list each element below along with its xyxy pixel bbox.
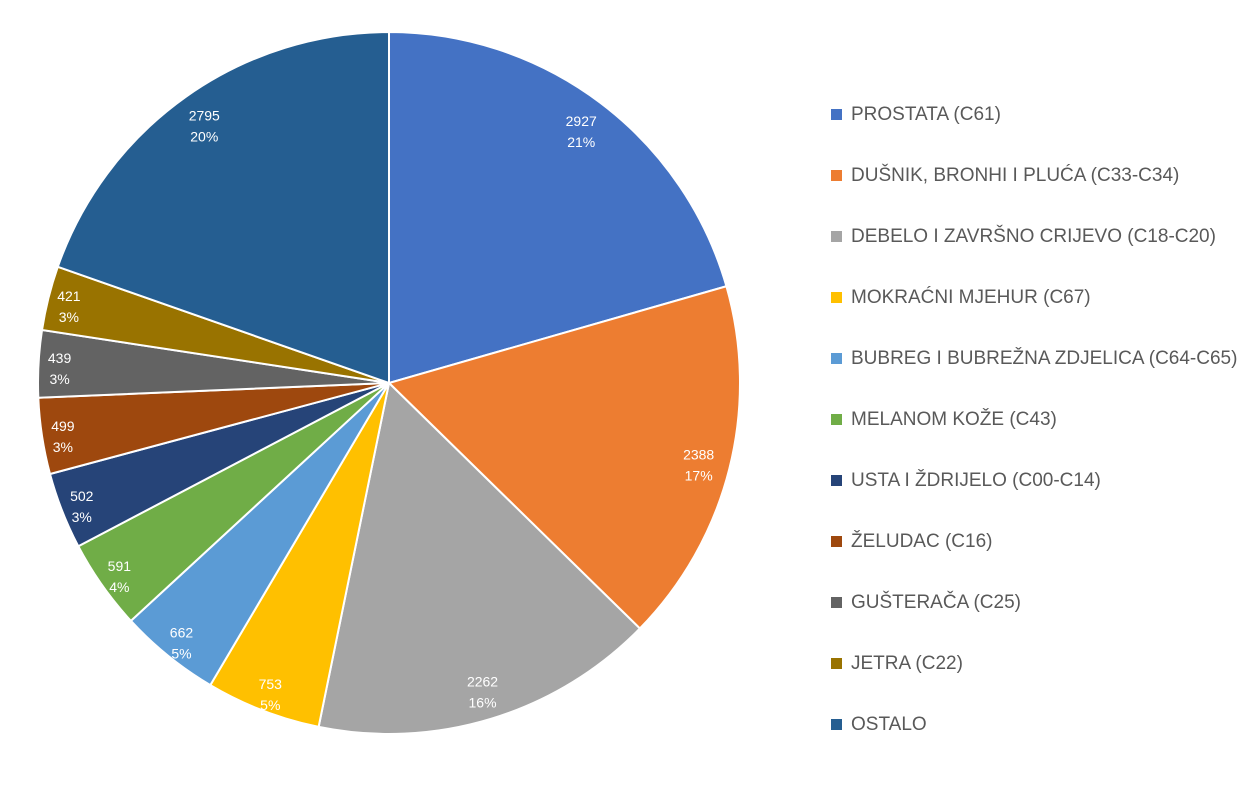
data-label-percent: 17% xyxy=(685,467,713,483)
legend-label: BUBREG I BUBREŽNA ZDJELICA (C64-C65) xyxy=(851,347,1238,369)
legend-swatch xyxy=(831,109,842,120)
data-label-value: 753 xyxy=(259,676,283,692)
data-label-percent: 4% xyxy=(109,579,129,595)
data-label-value: 2388 xyxy=(683,446,714,462)
data-label-value: 2262 xyxy=(467,673,498,689)
data-label-percent: 21% xyxy=(567,134,595,150)
data-label-value: 662 xyxy=(170,625,194,641)
legend-item: USTA I ŽDRIJELO (C00-C14) xyxy=(831,450,1237,511)
legend-item: BUBREG I BUBREŽNA ZDJELICA (C64-C65) xyxy=(831,328,1237,389)
legend-label: USTA I ŽDRIJELO (C00-C14) xyxy=(851,469,1101,491)
legend-swatch xyxy=(831,170,842,181)
legend-swatch xyxy=(831,475,842,486)
pie-slice xyxy=(388,30,728,385)
pie-chart: 2927 21% 2388 17% 2262 16% 753 5% 662 5% 591 4% 502 3… xyxy=(37,30,741,735)
legend-item: ŽELUDAC (C16) xyxy=(831,511,1237,572)
data-label-percent: 3% xyxy=(53,439,73,455)
legend-label: DUŠNIK, BRONHI I PLUĆA (C33-C34) xyxy=(851,164,1180,186)
data-label-percent: 20% xyxy=(190,128,218,144)
legend-label: DEBELO I ZAVRŠNO CRIJEVO (C18-C20) xyxy=(851,225,1216,247)
data-label-percent: 16% xyxy=(469,694,497,710)
data-label-value: 591 xyxy=(108,558,132,574)
legend-item: MELANOM KOŽE (C43) xyxy=(831,389,1237,450)
pie-slice xyxy=(387,285,741,630)
legend-swatch xyxy=(831,292,842,303)
legend-swatch xyxy=(831,414,842,425)
legend-item: MOKRAĆNI MJEHUR (C67) xyxy=(831,267,1237,328)
pie-slice xyxy=(56,30,390,385)
data-label-percent: 3% xyxy=(59,309,79,325)
legend-label: MOKRAĆNI MJEHUR (C67) xyxy=(851,286,1091,308)
legend-item: PROSTATA (C61) xyxy=(831,84,1237,145)
data-label-percent: 3% xyxy=(72,509,92,525)
legend-label: ŽELUDAC (C16) xyxy=(851,530,993,552)
legend-item: OSTALO xyxy=(831,694,1237,755)
data-label-percent: 5% xyxy=(260,697,280,713)
legend-item: DEBELO I ZAVRŠNO CRIJEVO (C18-C20) xyxy=(831,206,1237,267)
legend-label: OSTALO xyxy=(851,713,927,735)
legend-swatch xyxy=(831,658,842,669)
legend-swatch xyxy=(831,597,842,608)
pie-slice xyxy=(317,381,642,735)
legend-swatch xyxy=(831,231,842,242)
legend-swatch xyxy=(831,536,842,547)
data-label-value: 2795 xyxy=(189,107,220,123)
data-label-value: 2927 xyxy=(566,113,597,129)
data-label-value: 502 xyxy=(70,488,94,504)
data-label-value: 421 xyxy=(57,288,81,304)
legend-label: PROSTATA (C61) xyxy=(851,103,1001,125)
legend-label: JETRA (C22) xyxy=(851,652,963,674)
legend-item: DUŠNIK, BRONHI I PLUĆA (C33-C34) xyxy=(831,145,1237,206)
legend: PROSTATA (C61) DUŠNIK, BRONHI I PLUĆA (C3… xyxy=(831,84,1237,755)
data-label-value: 499 xyxy=(51,418,75,434)
legend-label: GUŠTERAČA (C25) xyxy=(851,591,1021,613)
legend-swatch xyxy=(831,353,842,364)
data-label-percent: 5% xyxy=(171,646,191,662)
data-label-value: 439 xyxy=(48,350,72,366)
legend-label: MELANOM KOŽE (C43) xyxy=(851,408,1057,430)
data-label-percent: 3% xyxy=(49,371,69,387)
legend-item: JETRA (C22) xyxy=(831,633,1237,694)
legend-item: GUŠTERAČA (C25) xyxy=(831,572,1237,633)
legend-swatch xyxy=(831,719,842,730)
